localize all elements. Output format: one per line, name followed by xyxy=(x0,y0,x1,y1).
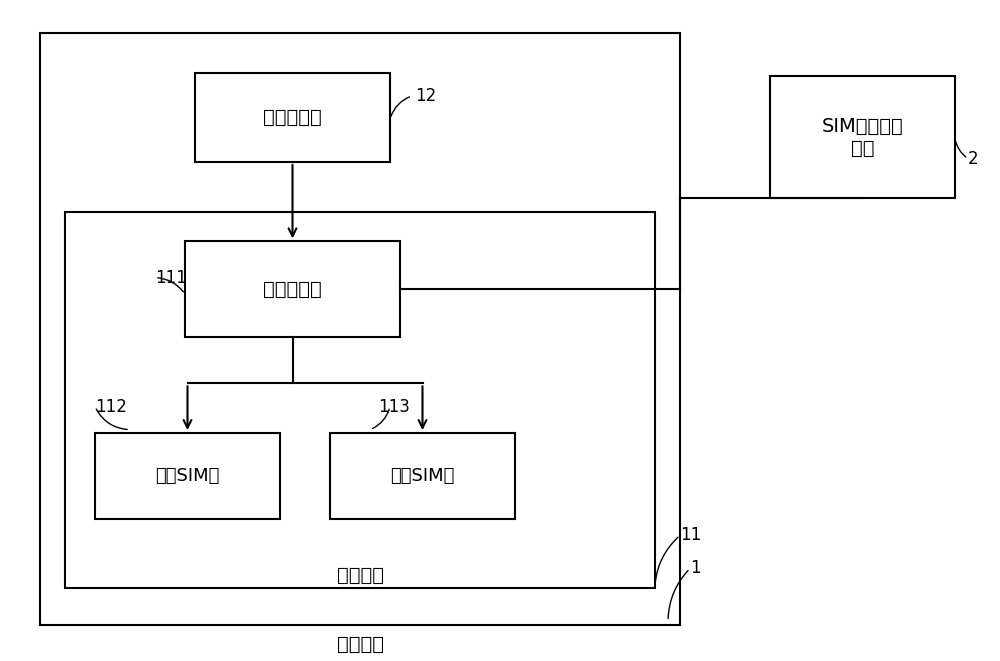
Bar xyxy=(40,33,680,625)
Text: 应用处理器: 应用处理器 xyxy=(263,108,322,127)
Bar xyxy=(95,433,280,519)
Bar xyxy=(195,73,390,162)
Bar xyxy=(770,76,955,198)
Text: 11: 11 xyxy=(680,526,701,545)
Text: 2: 2 xyxy=(968,149,979,168)
Text: 1: 1 xyxy=(690,559,701,578)
Text: 通信模组: 通信模组 xyxy=(336,566,384,584)
Bar xyxy=(65,212,655,588)
Text: 通信处理器: 通信处理器 xyxy=(263,280,322,299)
Bar xyxy=(185,241,400,337)
Text: 正式SIM卡: 正式SIM卡 xyxy=(390,467,455,485)
Text: 准备SIM卡: 准备SIM卡 xyxy=(155,467,220,485)
Text: 12: 12 xyxy=(415,87,436,105)
Text: 111: 111 xyxy=(155,268,187,287)
Text: SIM卡管理服
务器: SIM卡管理服 务器 xyxy=(822,116,903,158)
Text: 113: 113 xyxy=(378,397,410,416)
Text: 终端设备: 终端设备 xyxy=(336,635,384,654)
Bar xyxy=(330,433,515,519)
Text: 112: 112 xyxy=(95,397,127,416)
